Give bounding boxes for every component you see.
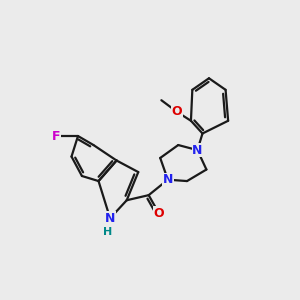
Text: N: N [105, 212, 115, 225]
Text: O: O [154, 207, 164, 220]
Text: N: N [163, 173, 173, 186]
Text: N: N [192, 144, 203, 157]
Text: F: F [52, 130, 61, 142]
Text: O: O [172, 105, 182, 118]
Text: H: H [103, 227, 112, 237]
